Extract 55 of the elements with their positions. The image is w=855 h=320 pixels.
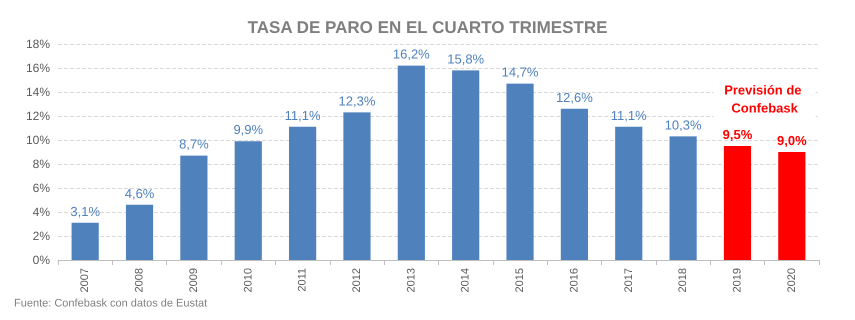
x-tick-label: 2019 — [731, 268, 744, 292]
data-label: 11,1% — [284, 108, 321, 123]
data-label: 12,3% — [338, 93, 376, 108]
y-tick-label: 2% — [32, 229, 50, 243]
x-tick-label: 2018 — [677, 268, 690, 292]
y-tick-label: 10% — [26, 133, 50, 147]
y-tick-label: 14% — [26, 85, 50, 99]
bar — [670, 136, 697, 260]
x-tick-label: 2007 — [79, 268, 92, 292]
bar — [778, 152, 806, 260]
bar — [615, 126, 642, 260]
bar — [452, 70, 480, 260]
x-tick-label: 2013 — [405, 268, 418, 292]
y-tick-label: 18% — [26, 37, 50, 51]
data-label: 15,8% — [447, 51, 485, 66]
bar — [180, 156, 208, 260]
x-tick-label: 2008 — [134, 268, 146, 292]
x-tick-label: 2017 — [622, 268, 635, 292]
bar — [724, 146, 752, 260]
data-label: 3,1% — [70, 204, 100, 219]
chart-title: TASA DE PARO EN EL CUARTO TRIMESTRE — [248, 18, 608, 37]
data-label: 9,5% — [722, 127, 753, 142]
x-tick-label: 2014 — [460, 268, 472, 292]
bar — [560, 108, 588, 260]
annotation: Previsión de Confebask — [724, 82, 806, 116]
bar — [289, 126, 316, 260]
y-tick-label: 8% — [32, 157, 50, 171]
x-tick-label: 2011 — [296, 268, 309, 292]
data-label: 10,3% — [664, 117, 702, 132]
y-tick-label: 12% — [26, 109, 50, 123]
x-tick-label: 2012 — [350, 268, 363, 292]
source-note: Fuente: Confebask con datos de Eustat — [14, 298, 208, 310]
bar — [234, 141, 262, 260]
bar — [506, 84, 534, 260]
data-label: 11,1% — [610, 108, 648, 123]
data-label: 14,7% — [502, 64, 539, 80]
x-tick-label: 2020 — [786, 268, 798, 292]
bar — [398, 66, 425, 260]
y-tick-label: 0% — [32, 253, 50, 267]
x-tick-label: 2010 — [242, 268, 254, 292]
bar — [343, 112, 371, 260]
data-label: 9,9% — [233, 122, 264, 138]
y-tick-label: 6% — [32, 181, 50, 195]
bar — [126, 204, 154, 260]
data-label: 8,7% — [179, 136, 210, 152]
data-label: 16,2% — [392, 46, 430, 62]
bar — [72, 222, 99, 260]
data-label: 4,6% — [124, 186, 155, 201]
x-tick-label: 2016 — [568, 268, 580, 292]
data-label: 9,0% — [777, 133, 808, 148]
x-tick-label: 2015 — [514, 268, 526, 292]
data-label: 12,6% — [556, 90, 594, 105]
x-tick-label: 2009 — [188, 268, 200, 292]
y-tick-label: 16% — [26, 61, 50, 75]
y-tick-label: 4% — [32, 205, 50, 219]
